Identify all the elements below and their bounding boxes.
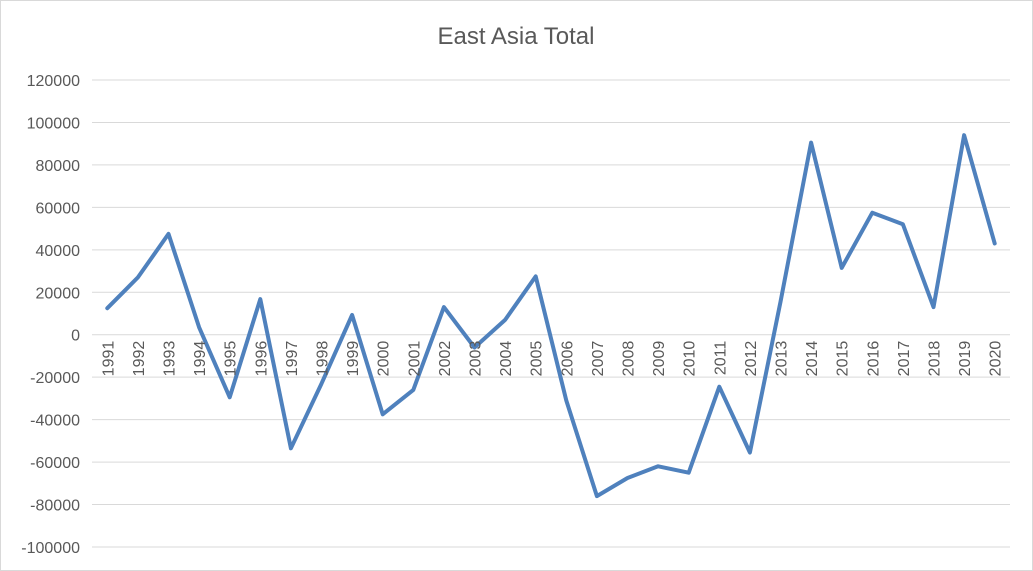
x-tick-label: 1999 <box>345 341 362 377</box>
x-tick-label: 2019 <box>957 341 974 377</box>
x-tick-label: 2018 <box>927 341 944 377</box>
x-tick-label: 2010 <box>682 341 699 377</box>
y-tick-label: 20000 <box>36 285 81 302</box>
x-axis-ticks: 1991 1992 1993 1994 1995 1996 1997 1998 1999 2000… <box>100 341 1004 377</box>
y-tick-label: 120000 <box>27 73 80 90</box>
y-tick-label: -20000 <box>30 370 80 387</box>
x-tick-label: 1996 <box>253 341 270 377</box>
chart-title: East Asia Total <box>438 23 595 50</box>
y-tick-label: 80000 <box>36 158 81 175</box>
x-tick-label: 1993 <box>162 341 179 377</box>
x-tick-label: 2020 <box>988 341 1005 377</box>
x-tick-label: 2013 <box>774 341 791 377</box>
x-tick-label: 2006 <box>559 341 576 377</box>
y-axis-ticks: 120000 100000 80000 60000 40000 20000 0 -20000 -… <box>21 73 80 557</box>
x-tick-label: 1998 <box>315 341 332 377</box>
x-tick-label: 2012 <box>743 341 760 377</box>
x-tick-label: 2015 <box>835 341 852 377</box>
y-tick-label: -80000 <box>30 498 80 515</box>
x-tick-label: 2004 <box>498 341 515 377</box>
y-tick-label: -40000 <box>30 413 80 430</box>
x-tick-label: 1997 <box>284 341 301 377</box>
x-tick-label: 2007 <box>590 341 607 377</box>
x-tick-label: 2014 <box>804 341 821 377</box>
y-tick-label: 0 <box>71 328 80 345</box>
y-tick-label: 100000 <box>27 115 80 132</box>
x-tick-label: 1992 <box>131 341 148 377</box>
x-tick-label: 2001 <box>406 341 423 377</box>
x-tick-label: 2002 <box>437 341 454 377</box>
y-tick-label: 60000 <box>36 200 81 217</box>
x-tick-label: 2005 <box>529 341 546 377</box>
x-tick-label: 2008 <box>621 341 638 377</box>
x-tick-label: 2017 <box>896 341 913 377</box>
y-tick-label: -100000 <box>21 540 80 557</box>
x-tick-label: 1995 <box>223 341 240 377</box>
series-line <box>105 133 997 499</box>
x-tick-label: 2011 <box>712 341 729 376</box>
data-points <box>105 133 996 498</box>
gridlines <box>92 79 1010 548</box>
x-tick-label: 1991 <box>100 341 117 377</box>
x-tick-label: 2000 <box>376 341 393 377</box>
x-tick-label: 2016 <box>865 341 882 377</box>
y-tick-label: 40000 <box>36 243 81 260</box>
x-tick-label: 1994 <box>192 341 209 377</box>
x-tick-label: 2003 <box>468 341 485 377</box>
y-tick-label: -60000 <box>30 455 80 472</box>
x-tick-label: 2009 <box>651 341 668 377</box>
